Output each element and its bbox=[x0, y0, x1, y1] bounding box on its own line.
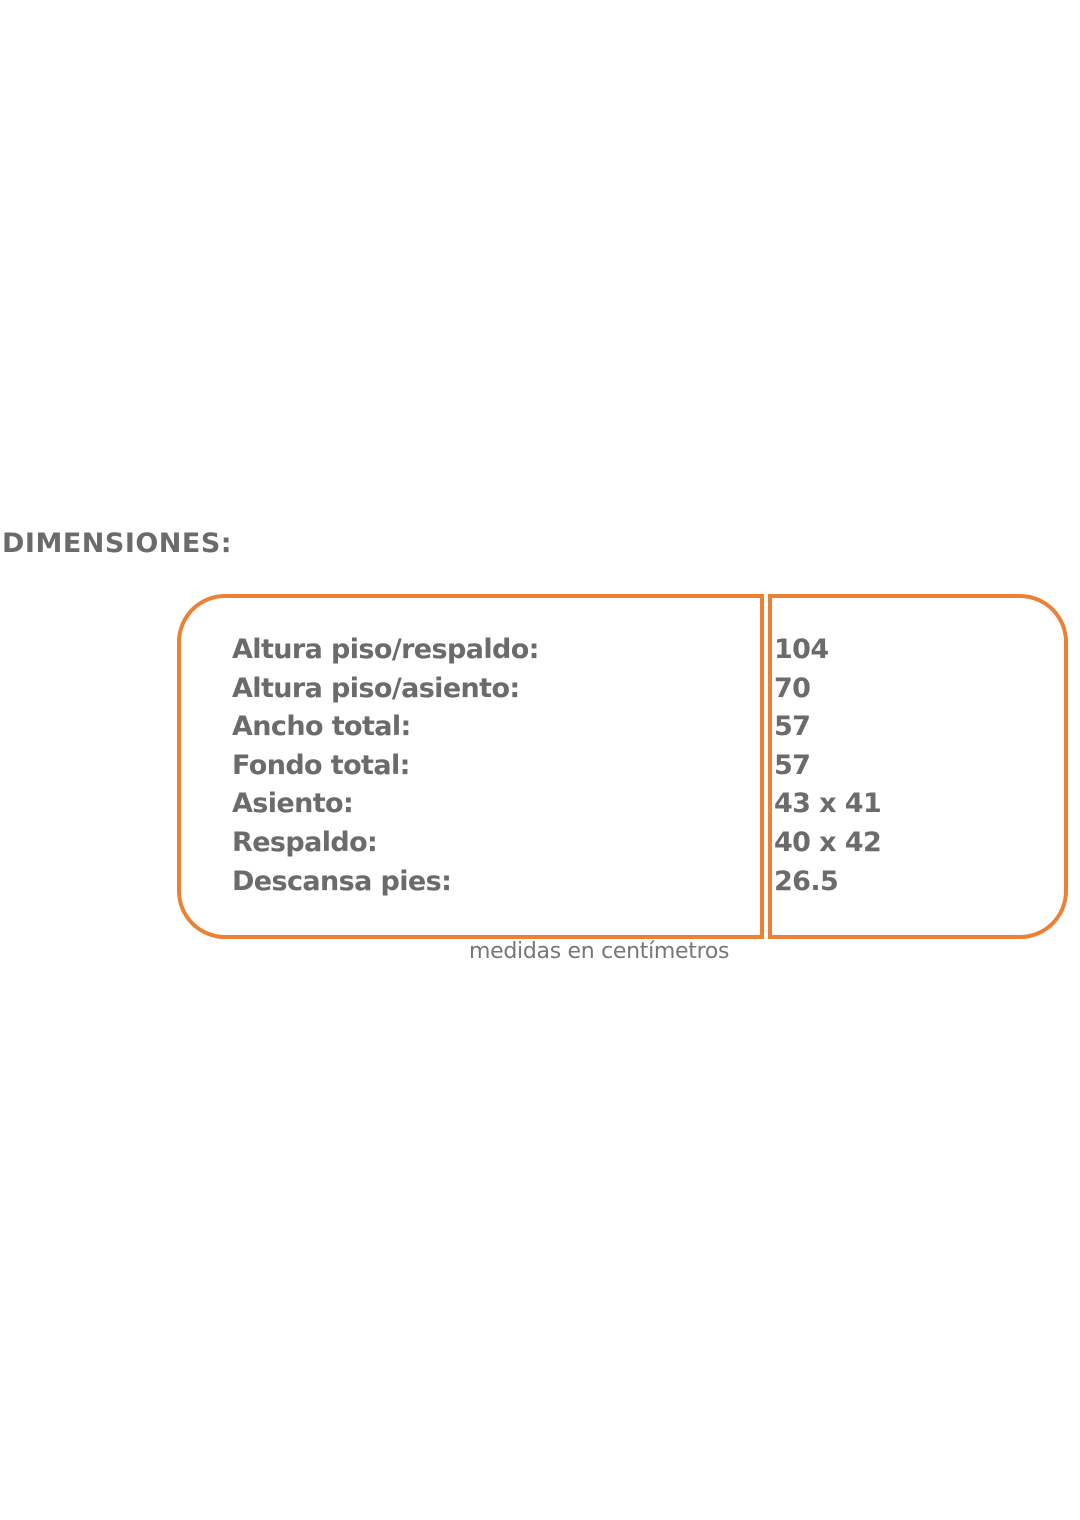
column-divider bbox=[768, 594, 772, 939]
column-divider bbox=[760, 594, 764, 939]
dimension-value: 57 bbox=[774, 711, 811, 743]
dimension-value: 40 x 42 bbox=[774, 826, 882, 858]
dimension-value: 104 bbox=[774, 634, 829, 665]
dimension-label: Altura piso/respaldo: bbox=[232, 634, 539, 665]
dimension-value: 57 bbox=[774, 749, 811, 781]
dimension-values: 104 70 57 57 43 x 41 40 x 42 26.5 bbox=[774, 631, 882, 901]
section-title: DIMENSIONES: bbox=[2, 528, 233, 559]
dimension-labels: Altura piso/respaldo: Altura piso/asient… bbox=[232, 631, 539, 901]
dimension-label: Ancho total: bbox=[232, 711, 411, 743]
dimension-label: Asiento: bbox=[232, 788, 354, 820]
dimension-value: 26.5 bbox=[774, 865, 839, 897]
dimension-value: 70 bbox=[774, 672, 811, 704]
dimension-label: Altura piso/asiento: bbox=[232, 672, 520, 704]
units-caption: medidas en centímetros bbox=[469, 939, 730, 964]
dimension-label: Fondo total: bbox=[232, 749, 410, 781]
dimensions-box-left-border bbox=[177, 594, 760, 939]
dimension-label: Respaldo: bbox=[232, 826, 378, 858]
dimension-value: 43 x 41 bbox=[774, 788, 882, 820]
dimension-label: Descansa pies: bbox=[232, 865, 452, 897]
dimensions-box-right-border bbox=[772, 594, 1068, 939]
